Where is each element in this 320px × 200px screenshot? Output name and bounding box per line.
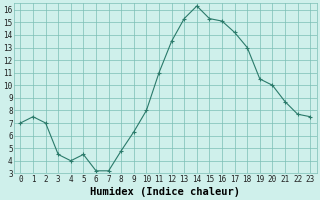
X-axis label: Humidex (Indice chaleur): Humidex (Indice chaleur) — [90, 186, 240, 197]
